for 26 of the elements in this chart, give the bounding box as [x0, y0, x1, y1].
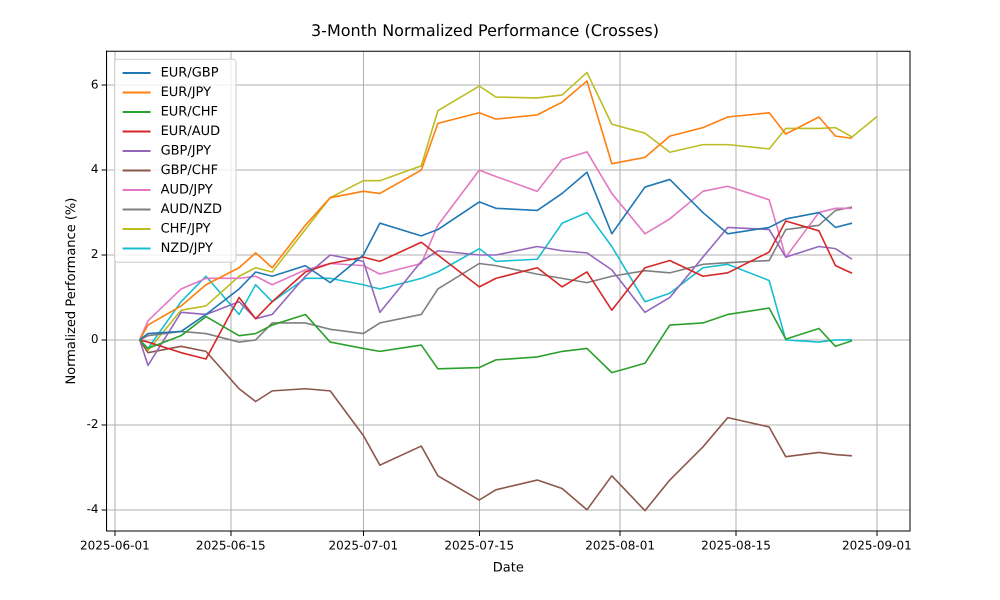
x-tick-label: 2025-07-01: [328, 538, 398, 552]
legend-label: GBP/JPY: [160, 143, 212, 158]
legend-label: AUD/JPY: [160, 182, 213, 198]
legend-label: CHF/JPY: [160, 221, 211, 236]
x-tick-label: 2025-07-15: [444, 538, 514, 552]
x-tick-label: 2025-08-01: [585, 538, 655, 552]
legend-label: GBP/CHF: [160, 162, 218, 178]
y-tick-label: 2: [90, 247, 99, 262]
legend-label: EUR/JPY: [160, 84, 212, 100]
y-tick-label: 4: [90, 162, 99, 176]
legend-label: EUR/AUD: [160, 124, 220, 139]
y-tick-label: -4: [86, 502, 99, 516]
x-axis-title: Date: [492, 560, 524, 576]
y-axis-title: Normalized Performance (%): [64, 198, 80, 385]
legend-label: AUD/NZD: [160, 202, 222, 217]
x-tick-label: 2025-09-01: [842, 538, 912, 552]
legend-label: NZD/JPY: [160, 240, 213, 256]
y-tick-label: -2: [86, 416, 99, 431]
y-tick-label: 6: [90, 77, 99, 92]
x-tick-label: 2025-06-15: [196, 538, 266, 552]
x-tick-label: 2025-08-15: [701, 538, 771, 552]
legend-label: EUR/GBP: [160, 65, 219, 80]
legend-label: EUR/CHF: [160, 104, 218, 120]
x-tick-label: 2025-06-01: [80, 538, 150, 552]
chart-title: 3-Month Normalized Performance (Crosses): [310, 20, 660, 40]
y-tick-label: 0: [90, 332, 99, 346]
